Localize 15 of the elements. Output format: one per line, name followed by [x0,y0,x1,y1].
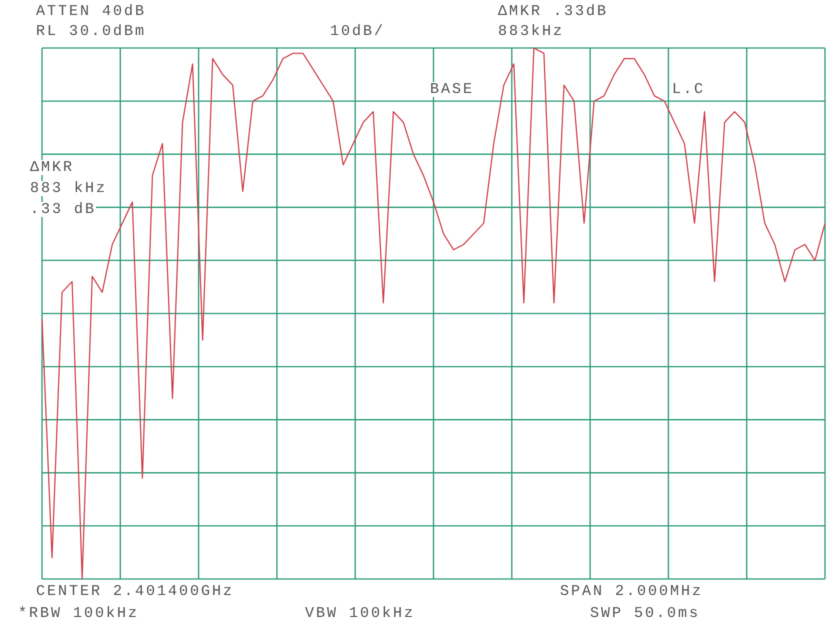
text: 883kHz [498,23,564,40]
text: SWP 50.0ms [590,605,700,622]
text: VBW 100kHz [305,605,416,622]
annotation: .33 dB [30,201,96,218]
annotation: BASE [430,81,474,98]
text: CENTER 2.401400GHz [36,583,234,600]
text: *RBW 100kHz [18,605,140,622]
annotation: ΔMKR [30,159,74,176]
text: ATTEN 40dB [36,3,146,20]
annotation: L.C [672,81,706,98]
text: RL 30.0dBm [36,23,146,40]
annotation: 883 kHz [30,180,108,197]
text: SPAN 2.000MHz [560,583,704,600]
text: 10dB/ [330,23,386,40]
text: ΔMKR .33dB [498,3,608,20]
